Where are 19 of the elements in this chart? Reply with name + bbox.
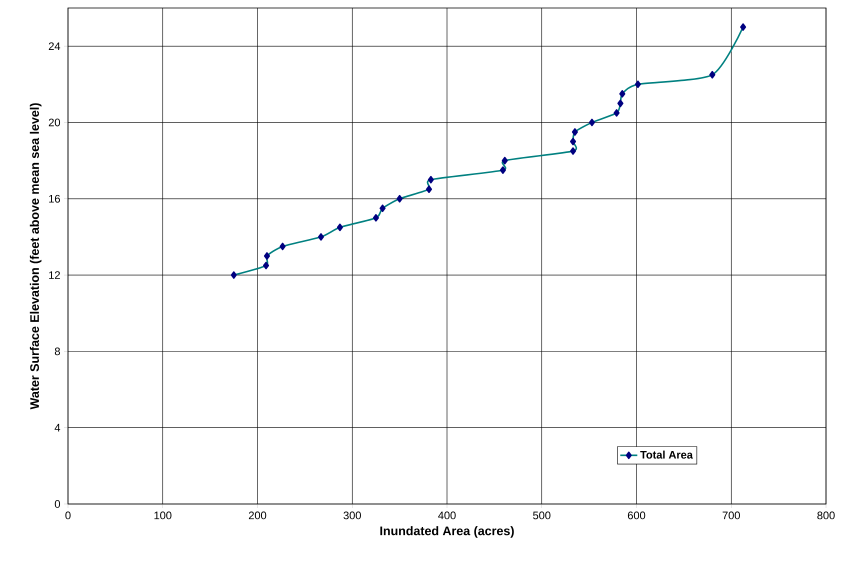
y-tick-label: 24 [48, 42, 60, 50]
x-tick-label: 500 [533, 512, 550, 520]
x-tick-label: 400 [438, 512, 456, 520]
x-tick-label: 200 [248, 512, 266, 520]
legend-label: Total Area [640, 450, 693, 459]
x-tick-label: 600 [628, 512, 646, 520]
y-tick-label: 16 [49, 194, 60, 203]
y-tick-label: 0 [54, 500, 60, 508]
x-tick-label: 0 [65, 512, 71, 520]
x-tick-label: 700 [722, 512, 740, 520]
y-tick-label: 4 [54, 424, 60, 432]
x-axis-title: Inundated Area (acres) [380, 526, 514, 538]
y-tick-label: 20 [48, 118, 60, 126]
x-tick-label: 300 [344, 512, 361, 520]
y-tick-label: 8 [54, 348, 60, 356]
x-tick-label: 800 [817, 512, 835, 520]
y-tick-label: 12 [49, 271, 60, 279]
x-tick-label: 100 [154, 512, 172, 520]
y-axis-title: Water Surface Elevation (feet above mean sea level) [30, 103, 42, 410]
